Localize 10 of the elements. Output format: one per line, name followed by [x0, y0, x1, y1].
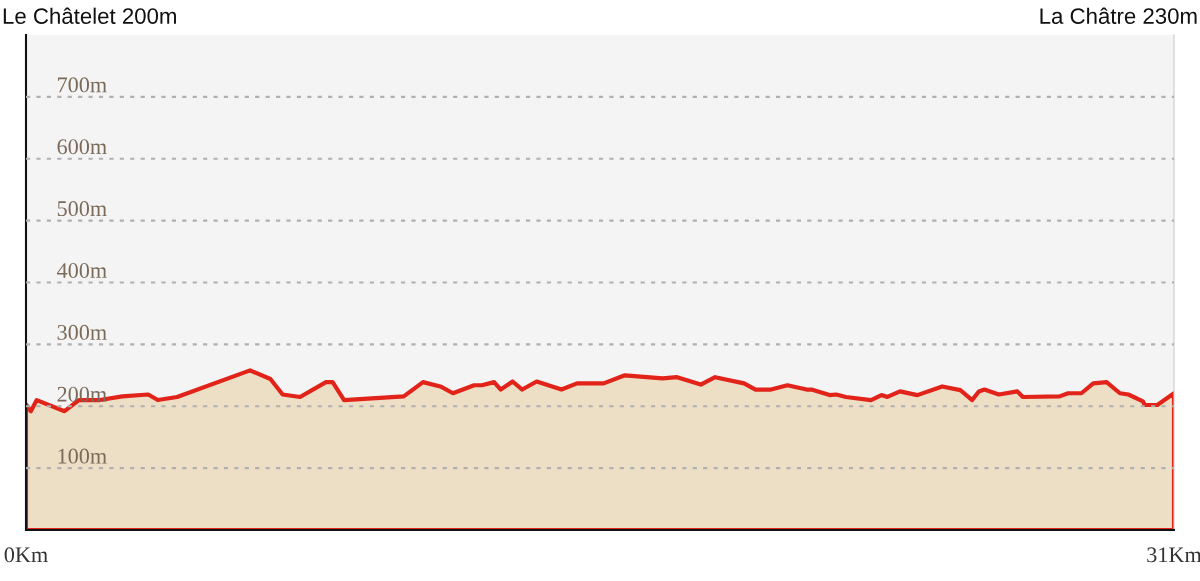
y-tick-label: 100m	[58, 448, 107, 464]
text: La Châtre 230m	[1040, 7, 1197, 24]
y-tick-label: 700m	[58, 77, 107, 93]
text: Le Châtelet 200m	[3, 7, 176, 24]
y-tick-label: 500m	[57, 201, 107, 217]
y-tick-label: 600m	[57, 139, 107, 155]
y-tick-label: 300m	[57, 324, 107, 340]
y-tick-label: 200m	[57, 386, 107, 402]
x-tick-label: 0Km	[4, 547, 48, 563]
y-tick-label: 400m	[56, 262, 107, 278]
